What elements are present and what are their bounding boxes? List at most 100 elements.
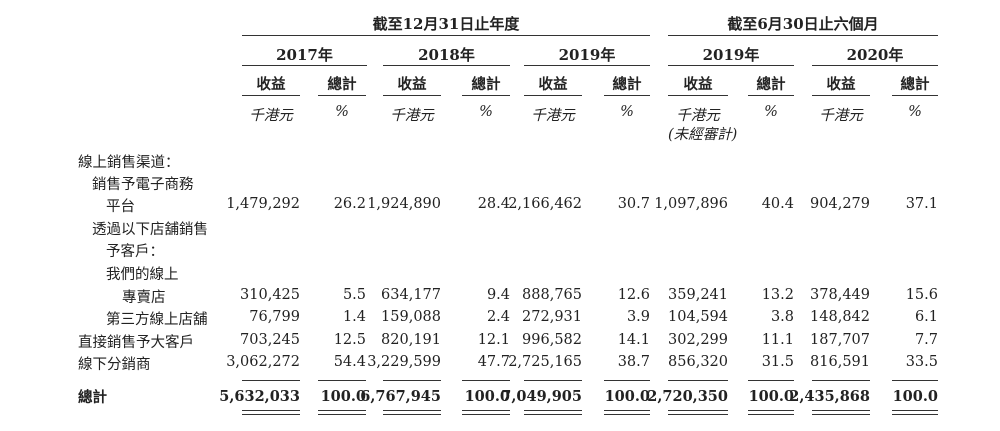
rule-above-total [668,380,728,381]
cell-revenue: 816,591 [810,354,870,370]
divider [668,95,728,96]
cell-revenue: 104,594 [668,309,728,325]
row-label-online-channel: 線上銷售渠道： [78,155,180,171]
divider [812,95,870,96]
divider [524,95,582,96]
cell-revenue: 148,842 [810,309,870,325]
unit-pct: % [908,104,922,120]
col-header-revenue: 收益 [683,76,713,93]
row-label-total: 總計 [78,389,107,406]
double-rule-below-total [604,414,650,415]
divider [462,95,510,96]
cell-percent: 11.1 [761,332,794,348]
col-header-revenue: 收益 [397,76,427,93]
rule-above-total [812,380,870,381]
double-rule-below-total [524,414,582,415]
col-header-total: 總計 [612,76,642,93]
cell-percent: 1.4 [342,309,366,325]
cell-revenue: 888,765 [522,287,582,303]
divider [242,35,650,36]
cell-percent: 100.0 [464,388,510,405]
col-header-total: 總計 [327,76,357,93]
cell-revenue: 3,062,272 [226,354,300,370]
row-label-own-store-cont: 專賣店 [122,290,166,306]
cell-percent: 13.2 [761,287,794,303]
year-header: 2020年 [846,46,904,64]
double-rule-below-total [242,414,300,415]
cell-revenue: 302,299 [668,332,728,348]
divider [892,95,938,96]
cell-percent: 6.1 [914,309,938,325]
double-rule-below-total [812,410,870,411]
double-rule-below-total [318,410,366,411]
divider [524,65,650,66]
divider [383,95,441,96]
cell-revenue: 76,799 [249,309,300,325]
cell-percent: 37.1 [905,196,938,212]
rule-above-total [383,380,441,381]
cell-revenue: 272,931 [522,309,582,325]
divider [318,95,366,96]
double-rule-below-total [668,410,728,411]
col-header-revenue: 收益 [538,76,568,93]
double-rule-below-total [524,410,582,411]
cell-percent: 26.2 [333,196,366,212]
col-header-total: 總計 [471,76,501,93]
cell-revenue: 3,229,599 [367,354,441,370]
cell-percent: 100.0 [892,388,938,405]
cell-percent: 28.4 [477,196,510,212]
col-header-total: 總計 [756,76,786,93]
divider [748,95,794,96]
rule-above-total [462,380,510,381]
double-rule-below-total [462,410,510,411]
row-label-third-party: 第三方線上店舖 [106,312,208,328]
divider [383,65,510,66]
row-label-offline: 線下分銷商 [78,357,151,373]
double-rule-below-total [242,410,300,411]
divider [812,65,938,66]
cell-percent: 54.4 [333,354,366,370]
double-rule-below-total [383,410,441,411]
unit-hkd: 千港元 [390,108,434,124]
double-rule-below-total [892,410,938,411]
cell-revenue: 6,767,945 [360,388,441,405]
cell-revenue: 378,449 [810,287,870,303]
unit-hkd: 千港元 [531,108,575,124]
cell-percent: 33.5 [905,354,938,370]
cell-revenue: 7,049,905 [501,388,582,405]
cell-percent: 5.5 [342,287,366,303]
cell-percent: 100.0 [604,388,650,405]
row-label-direct: 直接銷售予大客戶 [78,335,194,351]
unit-hkd: 千港元 [819,108,863,124]
cell-percent: 31.5 [761,354,794,370]
rule-above-total [748,380,794,381]
divider [668,35,938,36]
cell-revenue: 187,707 [810,332,870,348]
rule-above-total [604,380,650,381]
cell-revenue: 703,245 [240,332,300,348]
cell-percent: 7.7 [914,332,938,348]
cell-percent: 3.9 [626,309,650,325]
group-header-six-month: 截至6月30日止六個月 [727,15,879,33]
double-rule-below-total [604,410,650,411]
row-label-own-store: 我們的線上 [106,267,179,283]
group-header-year-end: 截至12月31日止年度 [372,15,520,33]
divider [242,95,300,96]
row-label-ecommerce: 銷售予電子商務 [92,177,194,193]
double-rule-below-total [892,414,938,415]
cell-percent: 38.7 [617,354,650,370]
double-rule-below-total [668,414,728,415]
cell-percent: 12.1 [477,332,510,348]
col-header-revenue: 收益 [826,76,856,93]
cell-revenue: 2,725,165 [508,354,582,370]
double-rule-below-total [748,410,794,411]
cell-revenue: 996,582 [522,332,582,348]
divider [242,65,367,66]
cell-percent: 15.6 [905,287,938,303]
cell-revenue: 1,924,890 [367,196,441,212]
col-header-revenue: 收益 [256,76,286,93]
cell-percent: 12.6 [617,287,650,303]
unit-pct: % [620,104,634,120]
cell-percent: 100.0 [320,388,366,405]
cell-percent: 100.0 [748,388,794,405]
